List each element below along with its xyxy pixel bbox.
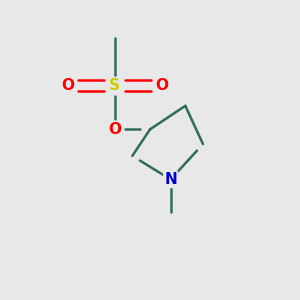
Text: S: S (109, 78, 120, 93)
Text: O: O (155, 78, 168, 93)
Text: N: N (164, 172, 177, 187)
Text: O: O (61, 78, 74, 93)
Text: O: O (108, 122, 121, 137)
